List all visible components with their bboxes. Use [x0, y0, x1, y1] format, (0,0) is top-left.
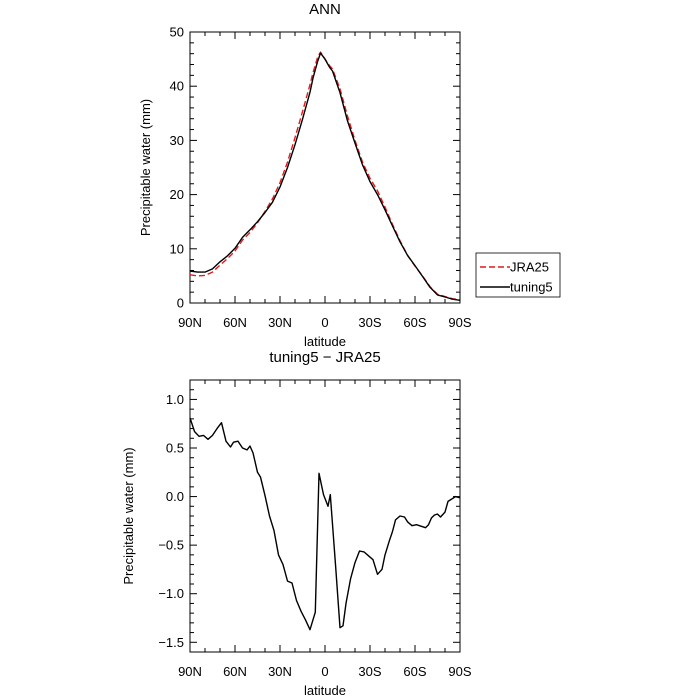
- y-tick-label: −1.5: [158, 635, 184, 650]
- chart-2: 90N 60N 30N 0 30S 60S 90S 1.0 0.5 0.0 −0.5 −1.0 −1.5…: [121, 349, 472, 698]
- y-tick-label: −0.5: [158, 538, 184, 553]
- x-tick-label: 90S: [448, 315, 471, 330]
- plot-frame: [189, 31, 461, 304]
- y-tick-label: 10: [170, 241, 184, 256]
- x-tick-label: 60S: [403, 664, 426, 679]
- y-tick-label: 0.0: [166, 489, 184, 504]
- series-line-JRA25: [189, 51, 461, 301]
- legend-label: tuning5: [510, 280, 553, 295]
- y-tick-label: 40: [170, 79, 184, 94]
- y-tick-label: 20: [170, 187, 184, 202]
- plot-frame: [189, 379, 461, 653]
- series-line-series-1: [189, 417, 460, 631]
- y-tick-label: −1.0: [158, 586, 184, 601]
- y-tick-label: 50: [170, 25, 184, 40]
- legend: JRA25 tuning5: [475, 252, 561, 298]
- x-tick-label: 30N: [268, 664, 292, 679]
- legend-label: JRA25: [510, 260, 549, 275]
- x-tick-label: 30S: [358, 664, 381, 679]
- chart-1: 90N 60N 30N 0 30S 60S 90S 0 10 20 30 40 50 ANN latitud…: [138, 1, 561, 349]
- y-axis-label: Precipitable water (mm): [138, 99, 153, 236]
- y-tick-label: 0: [177, 296, 184, 311]
- x-tick-label: 60N: [223, 664, 247, 679]
- x-axis-label: latitude: [304, 334, 346, 349]
- x-tick-label: 90N: [178, 664, 202, 679]
- x-tick-label: 60N: [223, 315, 247, 330]
- x-axis-label: latitude: [304, 683, 346, 698]
- chart-title: tuning5 − JRA25: [269, 349, 380, 366]
- x-tick-label: 0: [321, 315, 328, 330]
- x-tick-label: 0: [321, 664, 328, 679]
- y-tick-label: 0.5: [166, 441, 184, 456]
- y-axis-label: Precipitable water (mm): [121, 447, 136, 584]
- x-tick-label: 30S: [358, 315, 381, 330]
- x-tick-label: 90S: [448, 664, 471, 679]
- y-tick-label: 1.0: [166, 392, 184, 407]
- legend-box: [475, 252, 561, 298]
- x-tick-label: 90N: [178, 315, 202, 330]
- y-tick-label: 30: [170, 133, 184, 148]
- x-tick-label: 60S: [403, 315, 426, 330]
- x-tick-label: 30N: [268, 315, 292, 330]
- chart-title: ANN: [309, 1, 341, 18]
- series-line-tuning5: [189, 52, 461, 301]
